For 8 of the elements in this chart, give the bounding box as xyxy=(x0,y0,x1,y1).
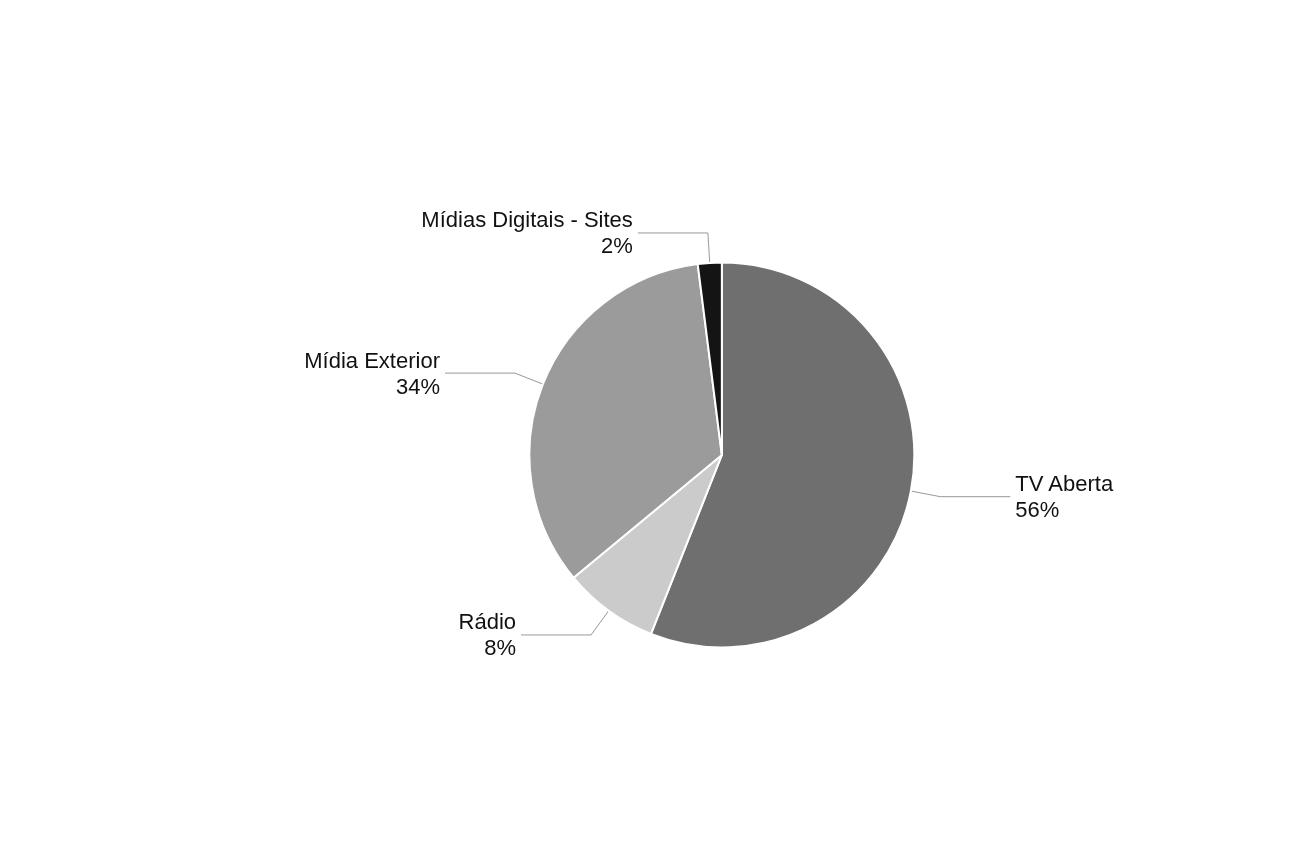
slice-label: Mídia Exterior xyxy=(304,347,440,373)
data-label: 2% xyxy=(601,233,633,259)
slice-label: TV Aberta xyxy=(1015,471,1114,497)
data-label: 34% xyxy=(395,373,440,399)
slice-label: Mídias Digitais - Sites xyxy=(421,207,633,233)
data-label: 8% xyxy=(484,635,517,661)
data-label: 56% xyxy=(1015,497,1060,523)
slice-label: Rádio xyxy=(458,609,517,635)
